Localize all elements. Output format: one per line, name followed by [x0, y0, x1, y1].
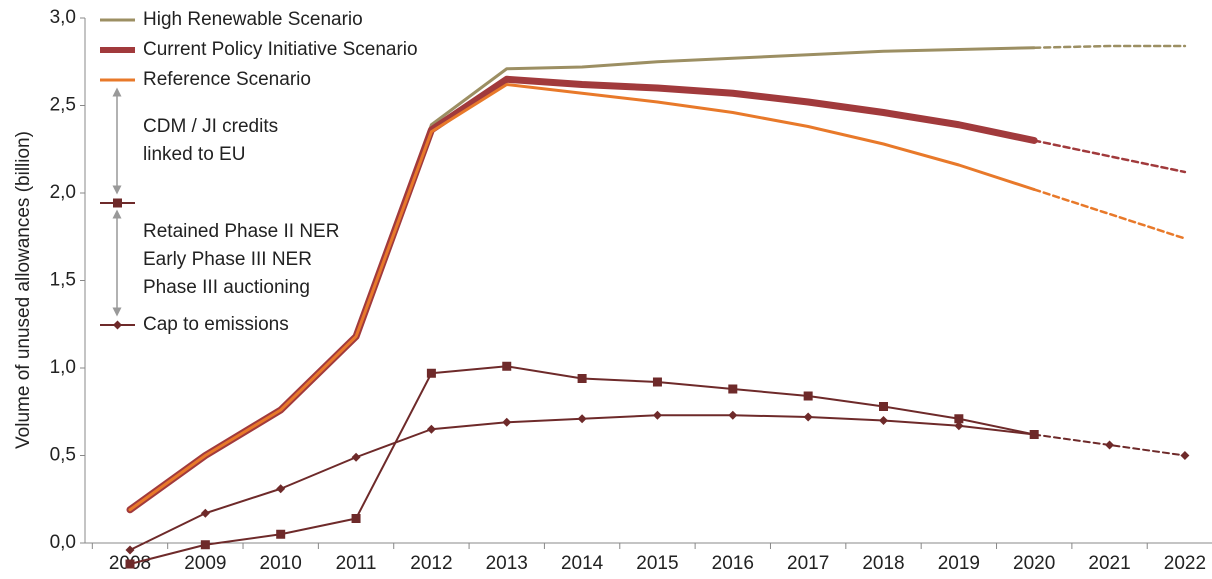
y-tick-label: 0,0 — [50, 532, 76, 553]
legend-label: Retained Phase II NER — [143, 221, 339, 242]
legend-label: Early Phase III NER — [143, 249, 312, 270]
marker — [879, 416, 888, 425]
legend-label: High Renewable Scenario — [143, 9, 363, 30]
marker — [351, 514, 361, 523]
marker — [426, 368, 436, 378]
marker — [113, 198, 122, 208]
x-tick-label: 2015 — [636, 553, 678, 574]
marker — [879, 402, 888, 411]
series-line — [128, 83, 1036, 512]
marker — [728, 384, 738, 394]
legend-label: Phase III auctioning — [143, 277, 310, 298]
y-tick-label: 2,5 — [50, 95, 76, 116]
marker — [200, 508, 210, 518]
x-tick-label: 2019 — [938, 553, 980, 574]
x-tick-label: 2009 — [184, 553, 226, 574]
x-tick-label: 2017 — [787, 553, 829, 574]
y-tick-label: 0,5 — [50, 445, 76, 466]
y-tick-label: 2,0 — [50, 182, 76, 203]
series-line — [129, 414, 1036, 551]
y-tick-label: 3,0 — [50, 7, 76, 28]
x-tick-label: 2012 — [410, 553, 452, 574]
legend-label: Reference Scenario — [143, 69, 311, 90]
x-tick-label: 2016 — [712, 553, 754, 574]
marker — [125, 545, 135, 555]
marker — [728, 410, 738, 420]
marker — [954, 414, 964, 424]
x-tick-label: 2014 — [561, 553, 604, 574]
projection-line — [1032, 44, 1187, 49]
x-tick-label: 2022 — [1164, 553, 1206, 574]
marker — [1180, 451, 1190, 460]
x-tick-label: 2018 — [862, 553, 904, 574]
projection-line — [1032, 139, 1187, 174]
y-tick-label: 1,5 — [50, 270, 76, 291]
marker — [577, 414, 587, 424]
marker — [502, 361, 512, 371]
marker — [426, 424, 436, 434]
y-tick-label: 1,0 — [50, 357, 76, 378]
annotation: linked to EU — [143, 144, 245, 165]
x-tick-label: 2020 — [1013, 553, 1055, 574]
x-tick-label: 2010 — [260, 553, 302, 574]
marker — [803, 412, 813, 422]
marker — [954, 421, 964, 431]
annotation: CDM / JI credits — [143, 116, 278, 137]
marker — [200, 540, 210, 550]
marker — [1105, 440, 1115, 450]
marker — [351, 452, 361, 462]
marker — [652, 410, 662, 420]
projection-line — [1032, 188, 1187, 240]
x-tick-label: 2013 — [486, 553, 528, 574]
y-axis-label: Volume of unused allowances (billion) — [13, 131, 34, 449]
marker — [125, 559, 135, 569]
marker — [502, 417, 512, 427]
marker — [577, 374, 587, 383]
x-tick-label: 2011 — [336, 553, 377, 574]
marker — [113, 320, 122, 330]
marker — [276, 529, 286, 539]
marker — [803, 391, 813, 401]
marker — [652, 377, 662, 387]
marker — [276, 484, 286, 494]
legend-label: Cap to emissions — [143, 314, 289, 335]
legend-label: Current Policy Initiative Scenario — [143, 39, 418, 60]
series-line — [129, 365, 1036, 565]
x-tick-label: 2021 — [1088, 553, 1130, 574]
marker — [1029, 430, 1039, 439]
